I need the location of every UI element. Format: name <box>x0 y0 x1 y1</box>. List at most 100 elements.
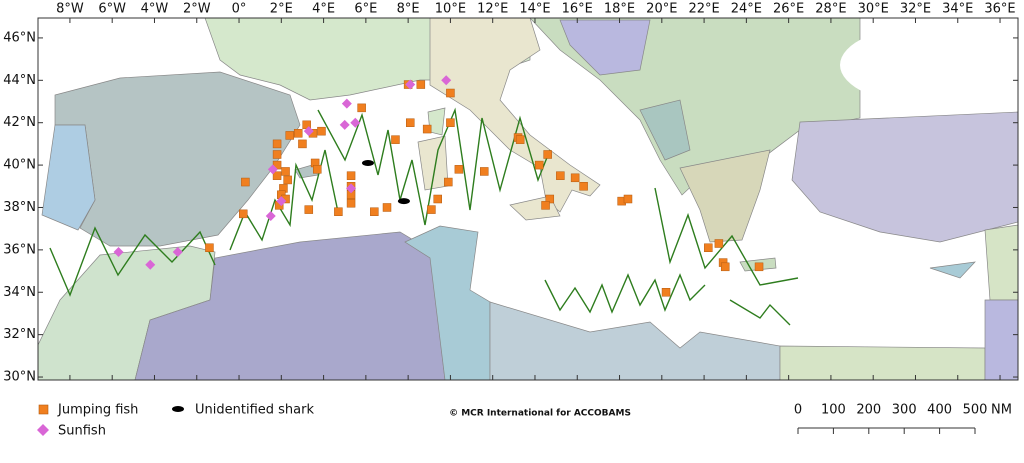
jumping-fish-sighting <box>346 198 356 208</box>
lon-label: 30°E <box>858 2 889 17</box>
jumping-fish-sighting <box>406 118 415 127</box>
track <box>544 273 706 314</box>
jumping-fish-sighting <box>661 288 671 297</box>
lon-label: 8°W <box>56 2 84 17</box>
greece <box>679 149 771 243</box>
jumping-fish-sighting <box>556 171 565 180</box>
lon-label: 28°E <box>815 2 846 17</box>
black-sea <box>840 25 1020 105</box>
legend-swatch <box>172 406 184 412</box>
jumping-fish-sighting <box>239 209 248 219</box>
lon-label: 6°E <box>354 2 377 17</box>
scale-label: 0 <box>794 403 802 418</box>
sunfish-sighting <box>441 75 452 86</box>
jumping-fish-sighting <box>317 126 326 136</box>
jumping-fish-sighting <box>205 243 214 252</box>
lon-label: 2°E <box>270 2 293 17</box>
jumping-fish-sighting <box>241 177 250 187</box>
sunfish-sighting <box>276 196 287 207</box>
lon-label: 26°E <box>773 2 804 17</box>
legend-swatch <box>38 404 49 415</box>
sightings <box>113 75 764 297</box>
italy <box>429 17 601 213</box>
portugal <box>41 124 96 231</box>
jumping-fish-sighting <box>579 182 588 191</box>
credit: © MCR International for ACCOBAMS <box>449 409 631 419</box>
jumping-fish-sighting <box>754 262 764 272</box>
scale-label: 400 <box>927 403 952 418</box>
jumping-fish-sighting <box>370 207 379 216</box>
lat-label: 42°N <box>3 115 36 130</box>
sunfish-sighting <box>113 246 124 257</box>
shark-sighting <box>361 159 374 166</box>
lat-label: 44°N <box>3 73 36 88</box>
egypt <box>779 345 986 381</box>
jumping-fish-sighting <box>534 160 544 170</box>
sunfish-sighting <box>341 98 352 109</box>
jumping-fish-sighting <box>427 205 436 214</box>
lon-label: 10°E <box>435 2 466 17</box>
sunfish-sighting <box>303 126 314 137</box>
lon-label: 32°E <box>900 2 931 17</box>
jumping-fish-sighting <box>570 173 580 183</box>
lat-label: 36°N <box>3 242 36 257</box>
lon-label: 24°E <box>731 2 762 17</box>
lat-label: 38°N <box>3 200 36 215</box>
cyprus <box>929 261 976 279</box>
lon-label: 14°E <box>519 2 550 17</box>
jumping-fish-sighting <box>720 262 730 272</box>
jumping-fish-sighting <box>515 135 525 144</box>
lon-label: 8°E <box>397 2 420 17</box>
sunfish-sighting <box>346 183 357 194</box>
sunfish-sighting <box>265 210 276 221</box>
track <box>654 187 799 286</box>
levant <box>984 299 1019 381</box>
sunfish-sighting <box>267 164 278 175</box>
jumping-fish-sighting <box>422 124 432 134</box>
jumping-fish-sighting <box>446 118 455 127</box>
legend-label: Jumping fish <box>57 403 138 418</box>
jumping-fish-sighting <box>541 201 550 210</box>
jumping-fish-sighting <box>714 239 724 248</box>
jumping-fish-sighting <box>304 205 314 214</box>
lon-label: 0° <box>232 2 247 17</box>
sunfish-sighting <box>405 79 416 90</box>
jumping-fish-sighting <box>623 194 633 204</box>
lon-label: 2°W <box>183 2 211 17</box>
jumping-fish-sighting <box>444 177 453 187</box>
jumping-fish-sighting <box>293 129 303 138</box>
syria <box>984 224 1019 301</box>
track <box>49 226 216 297</box>
track <box>317 107 551 226</box>
sunfish-sighting <box>339 119 350 130</box>
libya <box>489 301 781 381</box>
lat-label: 30°N <box>3 370 36 385</box>
sunfish-sighting <box>172 246 183 257</box>
jumping-fish-sighting <box>382 203 392 212</box>
scale-label: 500 <box>963 403 988 418</box>
jumping-fish-sighting <box>312 165 322 174</box>
albania <box>639 99 691 161</box>
lon-label: 12°E <box>477 2 508 17</box>
lon-label: 18°E <box>604 2 635 17</box>
jumping-fish-sighting <box>416 80 426 89</box>
lat-label: 32°N <box>3 327 36 342</box>
scale-label: 200 <box>856 403 881 418</box>
jumping-fish-sighting <box>454 165 464 174</box>
lon-label: 20°E <box>646 2 677 17</box>
jumping-fish-sighting <box>357 103 366 113</box>
scale-label: 100 <box>821 403 846 418</box>
balkan-state <box>559 19 651 76</box>
scale-label: 300 <box>892 403 917 418</box>
shark-sighting <box>397 198 410 205</box>
jumping-fish-sighting <box>298 139 307 149</box>
jumping-fish-sighting <box>446 88 455 98</box>
map-frame <box>37 17 1019 381</box>
turkey <box>791 111 1019 243</box>
jumping-fish-sighting <box>281 167 290 176</box>
lon-label: 4°E <box>312 2 335 17</box>
jumping-fish-sighting <box>272 171 282 180</box>
lon-label: 34°E <box>942 2 973 17</box>
jumping-fish-sighting <box>346 171 356 180</box>
